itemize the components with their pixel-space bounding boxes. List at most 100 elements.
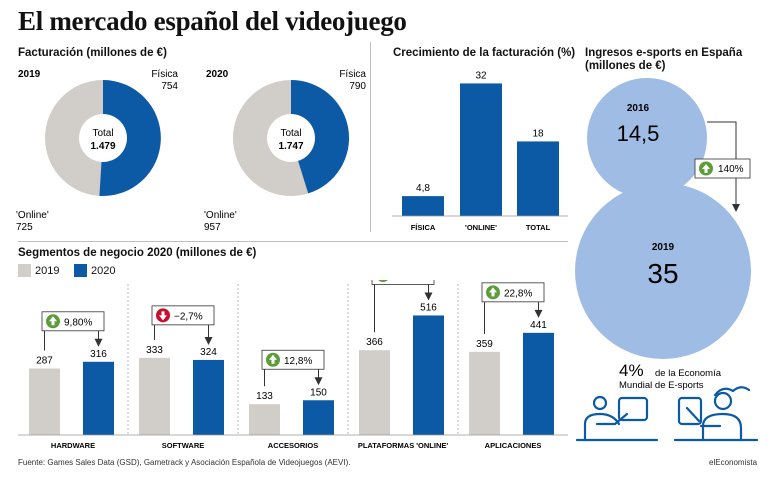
year-2019-label: 2019	[652, 242, 675, 253]
share-text-line2: Mundial de E-sports	[619, 380, 704, 391]
seg-value-2020-0: 316	[90, 349, 107, 360]
circle-2019	[575, 183, 751, 359]
arrow-down-icon	[314, 377, 323, 386]
esports-title-line2: (millones de €)	[585, 60, 666, 72]
value-2016: 14,5	[617, 121, 660, 146]
arrow-down-icon	[94, 338, 103, 347]
legend-2019-swatch	[18, 264, 31, 277]
seg-category-0: HARDWARE	[51, 441, 95, 450]
growth-connector	[707, 121, 737, 208]
seg-value-2019-0: 287	[36, 356, 53, 367]
arrow-down-icon	[534, 309, 543, 318]
arrow-glyph	[269, 354, 277, 364]
fisica-value-2020: 790	[349, 81, 366, 92]
arrow-glyph	[489, 287, 497, 297]
growth-value-0: 4,8	[416, 183, 430, 194]
online-label-2020: 'Online'	[204, 210, 237, 221]
growth-category-0: FÍSICA	[411, 223, 436, 232]
seg-bar-2019-3	[359, 350, 390, 435]
growth-category-1: 'ONLINE'	[465, 223, 497, 232]
seg-value-2019-3: 366	[366, 337, 383, 348]
growth-bar-1	[460, 83, 502, 216]
segmentos-title: Segmentos de negocio 2020 (millones de €…	[18, 247, 257, 259]
seg-value-2020-1: 324	[200, 347, 217, 358]
seg-value-2020-3: 516	[420, 302, 437, 313]
seg-connector-3	[374, 280, 429, 333]
total-label-2019: Total	[92, 128, 113, 139]
seg-change-label-2: 12,8%	[284, 356, 312, 367]
donut-slice-fisica-2020	[291, 79, 350, 194]
seg-value-2019-4: 359	[476, 339, 493, 350]
source-note: Fuente: Games Sales Data (GSD), Gametrac…	[18, 458, 351, 467]
seg-bar-2020-2	[303, 400, 334, 435]
segments-bar-chart: 287 316 HARDWARE 9,80% 333 324 SOFTWARE −2,7% 13…	[18, 280, 568, 450]
seg-category-3: PLATAFORMAS 'ONLINE'	[358, 441, 449, 450]
arrow-down-icon	[204, 336, 213, 345]
legend-2020-swatch	[74, 264, 87, 277]
seg-change-label-3: 40%	[394, 280, 414, 282]
growth-value-1: 32	[475, 70, 487, 81]
seg-value-2020-4: 441	[530, 320, 547, 331]
donut-hole-2019	[79, 114, 127, 162]
seg-change-label-0: 9,80%	[64, 317, 92, 328]
arrow-down-icon	[732, 204, 740, 212]
seg-bar-2020-0	[83, 361, 114, 435]
online-value-2020: 957	[204, 222, 221, 233]
online-value-2019: 725	[16, 222, 33, 233]
circle-2016	[587, 78, 707, 198]
arrow-glyph	[49, 316, 57, 326]
esports-graphic: 2016 14,5 2019 35 140% 4% de la Economía…	[575, 78, 759, 442]
seg-bar-2019-1	[139, 357, 170, 435]
seg-category-4: APLICACIONES	[485, 441, 542, 450]
growth-badge-label: 140%	[718, 164, 744, 175]
seg-bar-2019-2	[249, 404, 280, 435]
seg-change-label-4: 22,8%	[504, 288, 532, 299]
pie-year-2019: 2019	[18, 69, 41, 80]
donut-slice-fisica-2019	[99, 80, 161, 196]
gamer-girl-icon	[673, 386, 759, 442]
value-2019: 35	[647, 258, 678, 289]
total-label-2020: Total	[280, 128, 301, 139]
seg-value-2019-2: 133	[256, 391, 273, 402]
seg-value-2020-2: 150	[310, 387, 327, 398]
arrow-down-icon	[424, 292, 433, 301]
divider-horizontal	[18, 241, 568, 242]
growth-category-2: TOTAL	[526, 223, 551, 232]
growth-bar-chart: 4,8 FÍSICA 32 'ONLINE' 18 TOTAL	[392, 70, 568, 232]
seg-bar-2020-1	[193, 359, 224, 435]
total-value-2020: 1.747	[278, 141, 303, 152]
total-value-2019: 1.479	[90, 141, 115, 152]
facturacion-title: Facturación (millones de €)	[18, 47, 167, 59]
donut-charts: 2019Total1.479Física754'Online'7252020To…	[16, 69, 366, 233]
growth-bar-2	[517, 141, 559, 216]
share-text-line1: de la Economía	[655, 368, 722, 379]
fisica-value-2019: 754	[161, 81, 178, 92]
esports-title-line1: Ingresos e-sports en España	[585, 47, 743, 59]
up-arrow-icon	[378, 280, 388, 282]
seg-category-2: ACCESORIOS	[268, 441, 318, 450]
share-value: 4%	[619, 361, 644, 380]
year-2016-label: 2016	[627, 103, 650, 114]
crecimiento-title: Crecimiento de la facturación (%)	[393, 47, 576, 59]
seg-bar-2020-4	[523, 332, 554, 435]
gamer-icon	[575, 395, 659, 442]
seg-change-label-1: −2,7%	[174, 311, 203, 322]
pie-year-2020: 2020	[206, 69, 229, 80]
divider-vertical	[370, 42, 371, 232]
seg-value-2019-1: 333	[146, 345, 163, 356]
seg-category-1: SOFTWARE	[162, 441, 205, 450]
legend-2020-label: 2020	[91, 265, 116, 277]
online-label-2019: 'Online'	[16, 210, 49, 221]
donut-hole-2020	[267, 114, 315, 162]
seg-bar-2020-3	[413, 315, 444, 435]
seg-bar-2019-4	[469, 351, 500, 435]
brand-label: elEconomista	[709, 458, 758, 467]
fisica-label-2020: Física	[339, 69, 366, 80]
fisica-label-2019: Física	[151, 69, 178, 80]
arrow-glyph	[159, 311, 167, 321]
seg-change-badge-3	[371, 280, 435, 285]
seg-bar-2019-0	[29, 368, 60, 435]
legend-2019-label: 2019	[35, 265, 60, 277]
growth-value-2: 18	[532, 128, 544, 139]
growth-bar-0	[402, 196, 444, 216]
